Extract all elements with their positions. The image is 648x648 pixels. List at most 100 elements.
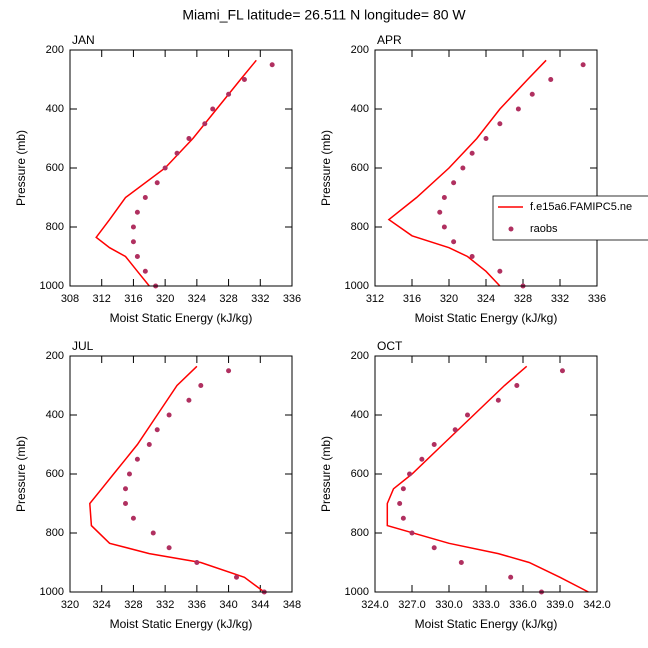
y-tick-label: 600 (46, 162, 64, 174)
profile-marker (515, 106, 521, 112)
y-tick-label: 800 (351, 221, 369, 233)
profile-marker (142, 268, 148, 274)
legend-label: f.e15a6.FAMIPC5.ne (530, 201, 632, 213)
y-axis-title: Pressure (mb) (14, 130, 28, 206)
profile-marker (559, 368, 565, 374)
profile-marker (460, 165, 466, 171)
x-tick-label: 344 (251, 599, 269, 611)
profile-marker (186, 397, 192, 403)
profile-marker (166, 545, 172, 551)
x-tick-label: 336.0 (509, 599, 537, 611)
profile-marker (483, 136, 489, 141)
profile-marker (174, 150, 180, 156)
profile-line (386, 365, 589, 593)
profile-marker (130, 239, 136, 245)
y-tick-label: 800 (46, 221, 64, 233)
plot-area (387, 59, 586, 289)
profile-marker (495, 397, 501, 403)
y-tick-label: 200 (351, 44, 369, 56)
profile-marker (226, 91, 232, 97)
x-tick-label: 308 (61, 293, 79, 305)
profile-marker (134, 254, 140, 259)
y-tick-label: 200 (46, 44, 64, 56)
panel-title: APR (377, 33, 402, 47)
profile-marker (123, 486, 128, 492)
panel-title: OCT (377, 339, 403, 353)
profile-marker (226, 368, 232, 374)
y-tick-label: 600 (351, 162, 369, 174)
profile-marker (407, 471, 413, 477)
plot-area (95, 59, 275, 289)
profile-marker (210, 106, 216, 112)
profile-marker (497, 268, 503, 274)
profile-marker (431, 545, 437, 551)
x-tick-label: 340 (219, 599, 237, 611)
panel-title: JUL (72, 339, 94, 353)
profile-line (95, 59, 257, 287)
profile-marker (497, 121, 503, 127)
profile-marker (452, 427, 458, 433)
x-tick-label: 336 (188, 599, 206, 611)
x-tick-label: 328 (124, 599, 142, 611)
profile-marker (162, 165, 168, 171)
x-tick-label: 324 (93, 599, 111, 611)
profile-marker (130, 224, 136, 230)
profile-marker (469, 254, 475, 259)
profile-marker (458, 560, 464, 565)
x-tick-label: 320 (440, 293, 458, 305)
profile-line (387, 59, 547, 287)
profile-marker (548, 77, 554, 82)
x-tick-label: 336 (588, 293, 606, 305)
y-tick-label: 400 (351, 103, 369, 115)
profile-marker (465, 412, 470, 418)
legend-marker (508, 226, 514, 232)
plot-frame (374, 49, 598, 287)
profile-marker (134, 456, 140, 462)
x-axis-title: Moist Static Energy (kJ/kg) (415, 311, 558, 325)
x-tick-label: 348 (283, 599, 301, 611)
x-tick-label: 320 (156, 293, 174, 305)
figure-title: Miami_FL latitude= 26.511 N longitude= 8… (182, 7, 466, 23)
plot-frame (69, 49, 293, 287)
profile-marker (142, 195, 148, 200)
profile-marker (186, 136, 192, 141)
profile-marker (123, 501, 128, 506)
y-tick-label: 600 (351, 468, 369, 480)
y-tick-label: 400 (46, 409, 64, 421)
profile-marker (234, 574, 239, 580)
y-tick-label: 200 (351, 350, 369, 362)
y-tick-label: 800 (351, 527, 369, 539)
profile-marker (451, 180, 457, 186)
x-tick-label: 328 (219, 293, 237, 305)
y-tick-label: 400 (351, 409, 369, 421)
profile-marker (194, 560, 200, 565)
profile-marker (529, 91, 535, 97)
y-tick-label: 400 (46, 103, 64, 115)
y-tick-label: 800 (46, 527, 64, 539)
x-tick-label: 339.0 (546, 599, 574, 611)
profile-marker (400, 486, 406, 492)
x-tick-label: 316 (124, 293, 142, 305)
profile-marker (269, 62, 275, 68)
x-tick-label: 324 (188, 293, 206, 305)
y-tick-label: 1000 (345, 586, 369, 598)
profile-marker (134, 209, 140, 215)
x-tick-label: 320 (61, 599, 79, 611)
x-tick-label: 330.0 (435, 599, 463, 611)
profile-marker (241, 77, 247, 82)
profile-marker (469, 150, 475, 156)
profile-marker (409, 530, 415, 536)
y-tick-label: 200 (46, 350, 64, 362)
x-tick-label: 332 (551, 293, 569, 305)
profile-marker (514, 383, 520, 388)
panel-title: JAN (72, 33, 95, 47)
x-axis-title: Moist Static Energy (kJ/kg) (110, 617, 253, 631)
profile-marker (580, 62, 586, 68)
x-tick-label: 332 (251, 293, 269, 305)
x-tick-label: 333.0 (472, 599, 500, 611)
profile-marker (397, 501, 403, 506)
profile-marker (451, 239, 457, 245)
x-tick-label: 327.0 (398, 599, 426, 611)
x-tick-label: 336 (283, 293, 301, 305)
plot-area (89, 365, 267, 595)
